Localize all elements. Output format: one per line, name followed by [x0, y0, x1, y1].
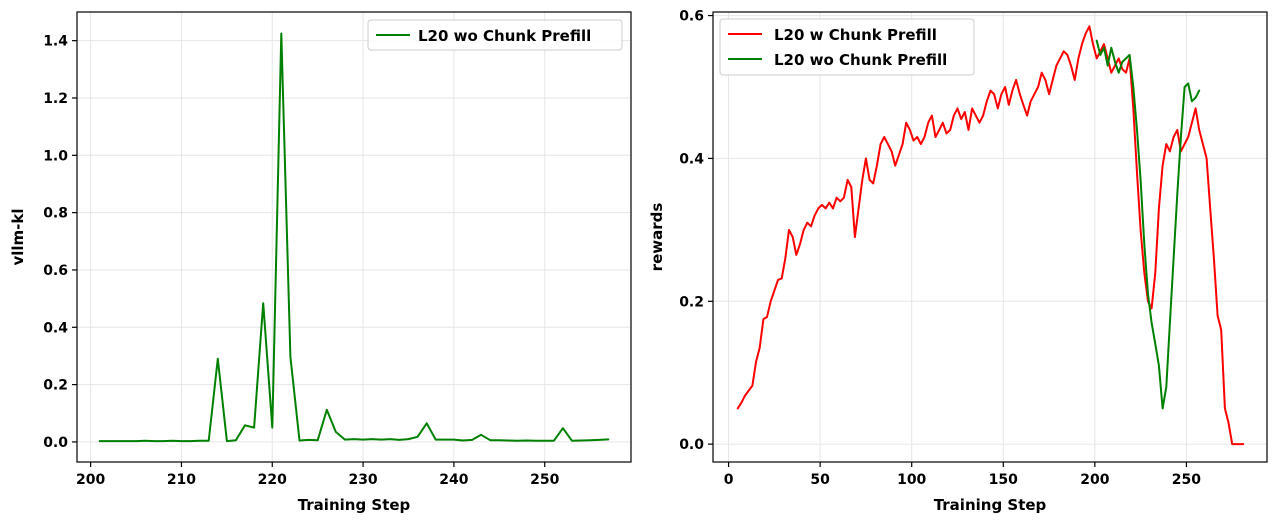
left-legend-label-wo-chunk-prefill: L20 wo Chunk Prefill: [418, 27, 591, 45]
right-legend-box: [719, 18, 975, 76]
left-y-tick-label: 0.4: [43, 320, 68, 336]
right-x-ticks: 0 50 100 150 200 250: [724, 462, 1201, 488]
right-series-line-l20-w-chunk-prefill: [736, 25, 1245, 446]
right-grid: [713, 12, 1267, 462]
left-y-tick-label: 1.0: [43, 148, 68, 164]
right-x-tick-label: 100: [897, 472, 926, 488]
right-x-tick-label: 150: [989, 472, 1018, 488]
left-y-tick-label: 0.0: [43, 435, 68, 451]
right-y-tick-label: 0.2: [679, 294, 704, 310]
left-y-tick-label: 0.6: [43, 263, 68, 279]
right-x-tick-label: 200: [1080, 472, 1109, 488]
left-y-axis-label: vllm-kl: [9, 208, 27, 265]
left-legend-box: [367, 19, 623, 51]
left-y-tick-label: 1.2: [43, 91, 68, 107]
right-x-tick-label: 50: [810, 472, 830, 488]
left-x-tick-label: 240: [439, 472, 468, 488]
left-y-tick-label: 1.4: [43, 34, 68, 50]
right-y-ticks: 0.0 0.2 0.4 0.6: [679, 9, 713, 453]
right-x-tick-label: 0: [724, 472, 734, 488]
left-panel: 200 210 220 230 240 250 0.0 0.2 0.4 0.6 0.8 1.0 1.2…: [9, 11, 632, 514]
right-plot-lines: [736, 25, 1245, 446]
right-y-tick-label: 0.4: [679, 151, 704, 167]
left-x-axis-label: Training Step: [298, 496, 411, 514]
right-x-tick-label: 250: [1172, 472, 1201, 488]
right-legend-label-wo-chunk-prefill: L20 wo Chunk Prefill: [774, 51, 947, 69]
right-legend-label-w-chunk-prefill: L20 w Chunk Prefill: [774, 26, 937, 44]
right-x-axis-label: Training Step: [934, 496, 1047, 514]
right-series-line-l20-wo-chunk-prefill: [1095, 39, 1201, 410]
right-y-tick-label: 0.0: [679, 437, 704, 453]
right-legend: L20 w Chunk Prefill L20 wo Chunk Prefill: [719, 18, 975, 76]
left-x-ticks: 200 210 220 230 240 250: [76, 462, 560, 488]
right-panel: 0 50 100 150 200 250 0.0 0.2 0.4 0.6 Training St…: [648, 9, 1268, 514]
left-x-tick-label: 210: [167, 472, 196, 488]
left-plot-frame: [76, 11, 632, 463]
left-y-tick-label: 0.8: [43, 206, 68, 222]
right-y-tick-label: 0.6: [679, 9, 704, 25]
left-legend: L20 wo Chunk Prefill: [367, 19, 623, 51]
left-series-line-l20-wo-chunk-prefill: [98, 32, 610, 443]
left-x-tick-label: 220: [258, 472, 287, 488]
left-plot-lines: [98, 32, 610, 443]
right-plot-frame: [712, 11, 1268, 463]
right-y-axis-label: rewards: [648, 203, 666, 272]
left-y-tick-label: 0.2: [43, 378, 68, 394]
left-x-tick-label: 250: [530, 472, 559, 488]
left-grid: [77, 12, 631, 462]
left-y-ticks: 0.0 0.2 0.4 0.6 0.8 1.0 1.2 1.4: [43, 34, 77, 451]
left-x-tick-label: 200: [76, 472, 105, 488]
left-x-tick-label: 230: [348, 472, 377, 488]
